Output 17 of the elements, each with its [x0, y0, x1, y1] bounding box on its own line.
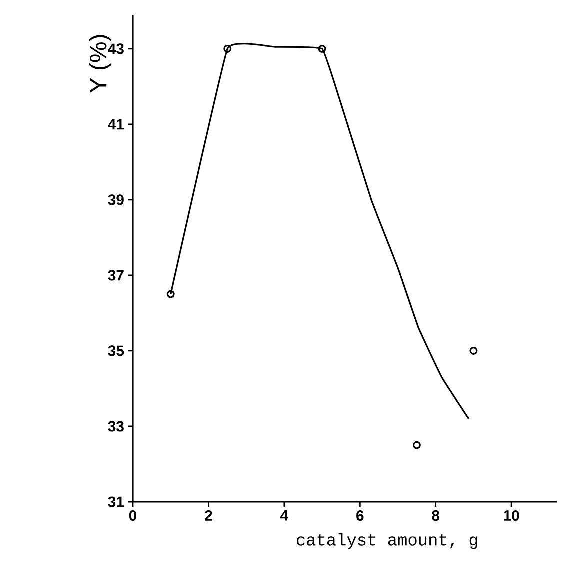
x-tick-label: 8	[432, 510, 440, 522]
y-tick-label: 31	[108, 496, 124, 508]
y-tick-label: 33	[108, 421, 124, 432]
x-tick-label: 2	[205, 510, 212, 521]
x-axis-title: catalyst amount, g	[297, 533, 478, 550]
x-tick-label: 6	[356, 510, 364, 522]
point	[412, 441, 421, 450]
y-tick-label: 37	[108, 270, 124, 281]
point	[470, 346, 478, 355]
x-tick-label: 0	[129, 510, 137, 522]
y-tick-label: 39	[108, 194, 124, 206]
y-tick-label: 41	[108, 119, 124, 130]
point	[224, 44, 232, 53]
x-tick-label: 10	[504, 510, 520, 522]
x-tick-label: 4	[280, 510, 289, 521]
y-tick-label: 35	[108, 346, 124, 356]
point	[318, 44, 326, 53]
